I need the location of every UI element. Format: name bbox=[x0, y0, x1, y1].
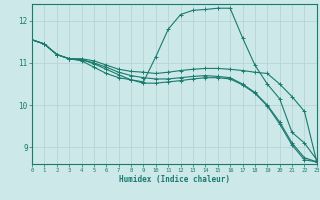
X-axis label: Humidex (Indice chaleur): Humidex (Indice chaleur) bbox=[119, 175, 230, 184]
